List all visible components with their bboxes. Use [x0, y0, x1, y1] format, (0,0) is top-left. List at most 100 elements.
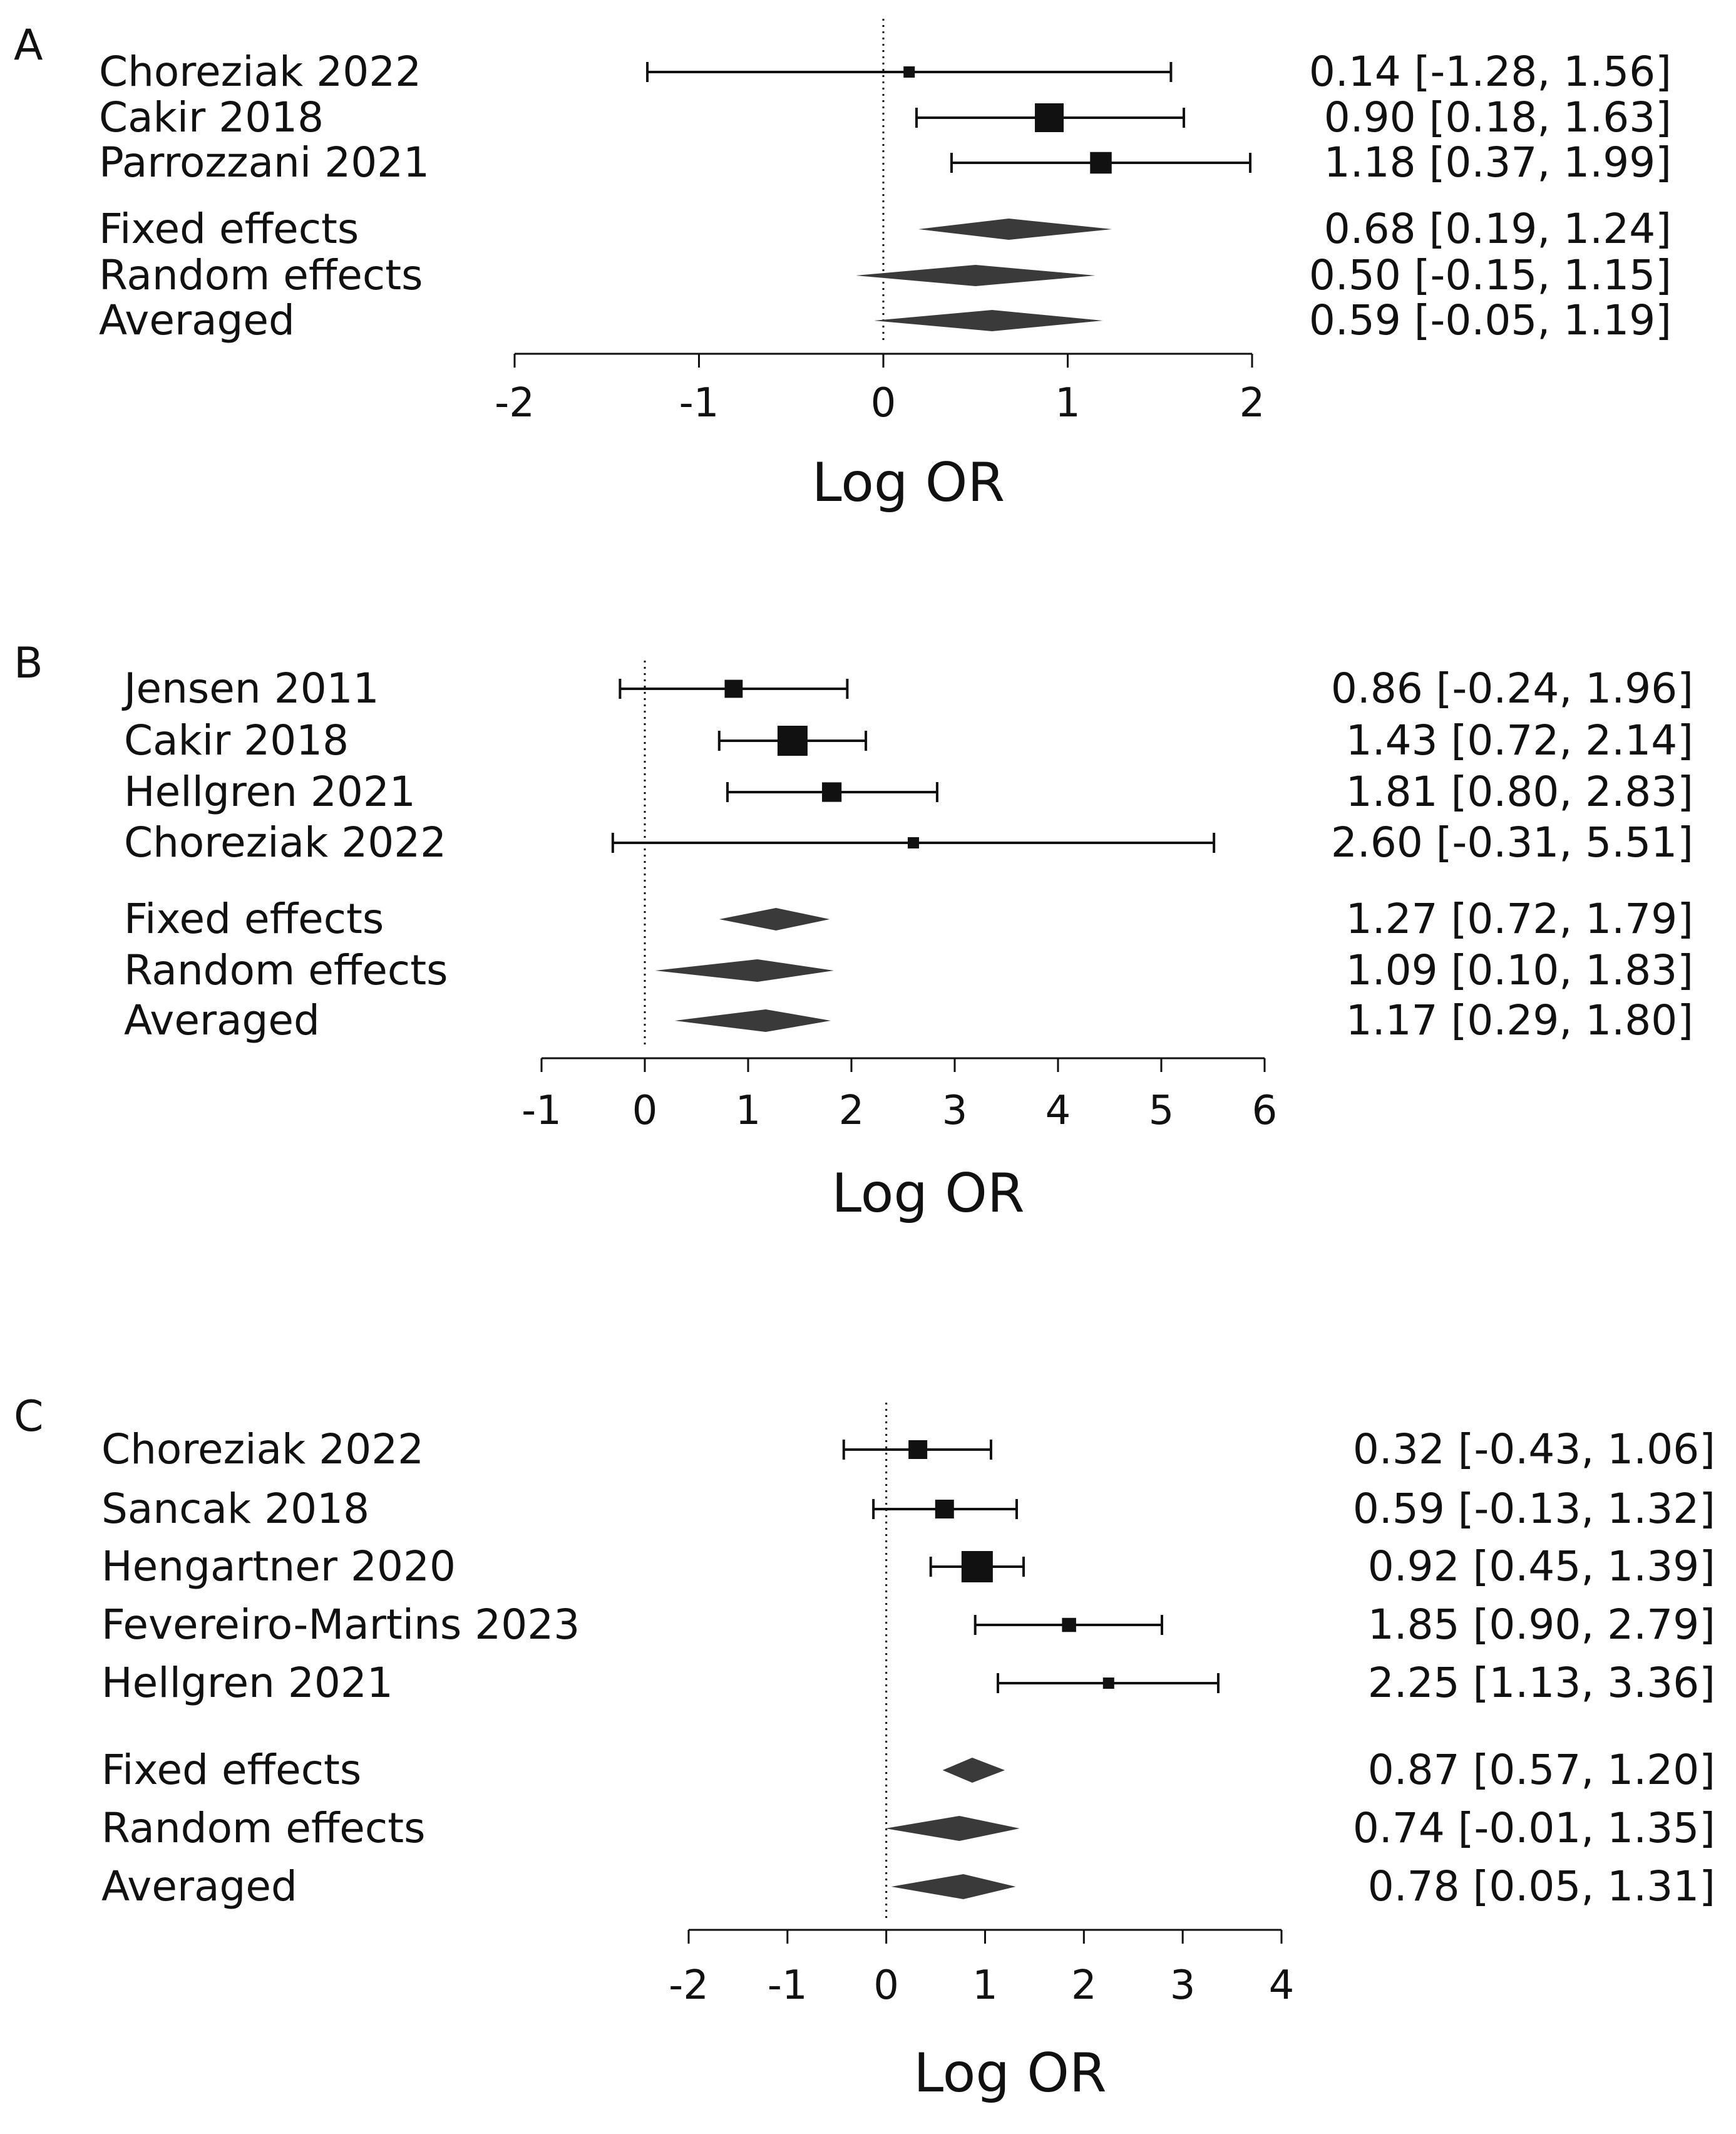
panel-label: B [14, 639, 43, 688]
summary-row: Fixed effects 0.68 [0.19, 1.24] [99, 205, 1672, 253]
study-row: Choreziak 2022 0.14 [-1.28, 1.56] [99, 48, 1672, 96]
point-estimate-square [908, 1440, 928, 1459]
study-name: Cakir 2018 [124, 716, 349, 765]
effect-size-label: 2.25 [1.13, 3.36] [1368, 1659, 1715, 1707]
x-tick-label: -2 [669, 1962, 709, 2009]
x-tick-label: 2 [839, 1088, 865, 1134]
summary-effect-label: 0.59 [-0.05, 1.19] [1309, 296, 1672, 344]
effect-size-label: 1.85 [0.90, 2.79] [1368, 1600, 1715, 1649]
study-row: Jensen 2011 0.86 [-0.24, 1.96] [121, 664, 1693, 713]
point-estimate-square [1062, 1617, 1076, 1632]
summary-row: Random effects 0.74 [-0.01, 1.35] [101, 1804, 1715, 1852]
point-estimate-square [961, 1551, 993, 1582]
effect-size-label: 1.43 [0.72, 2.14] [1346, 716, 1693, 765]
point-estimate-square [903, 66, 915, 78]
summary-row: Random effects 1.09 [0.10, 1.83] [124, 946, 1693, 994]
x-tick-label: 6 [1252, 1088, 1278, 1134]
summary-row: Averaged 0.78 [0.05, 1.31] [101, 1862, 1715, 1910]
summary-effect-label: 0.50 [-0.15, 1.15] [1309, 251, 1672, 299]
summary-effect-label: 1.09 [0.10, 1.83] [1346, 946, 1693, 994]
study-name: Jensen 2011 [121, 664, 379, 713]
effect-size-label: 1.81 [0.80, 2.83] [1346, 768, 1693, 816]
point-estimate-square [822, 782, 842, 802]
summary-diamond [855, 265, 1096, 286]
point-estimate-square [1035, 103, 1064, 132]
summary-row: Fixed effects 0.87 [0.57, 1.20] [101, 1746, 1715, 1794]
summary-name: Random effects [101, 1804, 425, 1852]
point-estimate-square [1102, 1678, 1114, 1689]
study-name: Sancak 2018 [101, 1485, 369, 1533]
x-tick-label: 0 [873, 1962, 899, 2009]
forest-panel-a: A Choreziak 2022 0.14 [-1.28, 1.56]Cakir 2… [14, 19, 1672, 514]
study-row: Cakir 2018 1.43 [0.72, 2.14] [124, 716, 1693, 765]
point-estimate-square [777, 726, 808, 756]
x-tick-label: 1 [736, 1088, 761, 1134]
study-name: Choreziak 2022 [99, 48, 421, 96]
x-tick-label: 4 [1045, 1088, 1071, 1134]
x-tick-label: -1 [521, 1088, 562, 1134]
summary-row: Averaged 1.17 [0.29, 1.80] [124, 996, 1693, 1044]
point-estimate-square [1090, 152, 1112, 174]
summary-effect-label: 1.17 [0.29, 1.80] [1346, 996, 1693, 1044]
panel-label: C [14, 1392, 43, 1441]
study-row: Fevereiro-Martins 2023 1.85 [0.90, 2.79] [101, 1600, 1715, 1649]
summary-row: Random effects 0.50 [-0.15, 1.15] [99, 251, 1672, 299]
x-tick-label: -2 [495, 380, 535, 426]
study-name: Hellgren 2021 [124, 768, 416, 816]
x-tick-label: 0 [871, 380, 896, 426]
study-row: Choreziak 2022 0.32 [-0.43, 1.06] [101, 1425, 1715, 1473]
x-tick-label: 2 [1240, 380, 1265, 426]
x-tick-label: -1 [768, 1962, 808, 2009]
summary-name: Averaged [101, 1862, 297, 1910]
summary-name: Fixed effects [124, 895, 384, 943]
x-tick-label: 3 [942, 1088, 968, 1134]
summary-name: Fixed effects [99, 205, 359, 253]
x-axis: -1 0 1 2 3 4 5 6 Log OR [521, 1057, 1278, 1225]
summary-name: Random effects [99, 251, 423, 299]
effect-size-label: 2.60 [-0.31, 5.51] [1331, 818, 1693, 867]
x-axis-title: Log OR [913, 2042, 1106, 2105]
x-tick-label: 1 [972, 1962, 998, 2009]
summary-row: Fixed effects 1.27 [0.72, 1.79] [124, 895, 1693, 943]
summary-diamond [942, 1758, 1005, 1783]
effect-size-label: 0.86 [-0.24, 1.96] [1331, 664, 1693, 713]
study-name: Cakir 2018 [99, 93, 324, 142]
x-tick-label: 3 [1170, 1962, 1196, 2009]
point-estimate-square [935, 1500, 954, 1518]
point-estimate-square [724, 679, 743, 698]
study-name: Hengartner 2020 [101, 1542, 456, 1590]
summary-effect-label: 0.78 [0.05, 1.31] [1368, 1862, 1715, 1910]
point-estimate-square [908, 837, 919, 848]
summary-diamond [918, 219, 1112, 240]
study-name: Fevereiro-Martins 2023 [101, 1600, 580, 1649]
summary-name: Averaged [99, 296, 295, 344]
study-name: Hellgren 2021 [101, 1659, 393, 1707]
x-axis-title: Log OR [812, 451, 1005, 514]
panel-label: A [14, 21, 43, 70]
summary-diamond [719, 908, 830, 930]
summary-effect-label: 1.27 [0.72, 1.79] [1346, 895, 1693, 943]
summary-diamond [674, 1009, 831, 1032]
summary-row: Averaged 0.59 [-0.05, 1.19] [99, 296, 1672, 344]
x-tick-label: 5 [1149, 1088, 1174, 1134]
x-tick-label: 0 [632, 1088, 658, 1134]
effect-size-label: 0.92 [0.45, 1.39] [1368, 1542, 1715, 1590]
summary-diamond [874, 310, 1103, 331]
study-row: Hellgren 2021 1.81 [0.80, 2.83] [124, 768, 1693, 816]
x-axis: -2 -1 0 1 2 3 4 Log OR [669, 1929, 1294, 2105]
x-tick-label: 2 [1071, 1962, 1097, 2009]
study-row: Parrozzani 2021 1.18 [0.37, 1.99] [99, 138, 1672, 187]
summary-name: Averaged [124, 996, 320, 1044]
effect-size-label: 0.59 [-0.13, 1.32] [1353, 1485, 1715, 1533]
summary-diamond [891, 1874, 1016, 1899]
study-row: Choreziak 2022 2.60 [-0.31, 5.51] [124, 818, 1693, 867]
x-axis-title: Log OR [831, 1162, 1024, 1225]
effect-size-label: 0.90 [0.18, 1.63] [1324, 93, 1672, 142]
summary-diamond [655, 959, 834, 982]
study-name: Parrozzani 2021 [99, 138, 429, 187]
x-tick-label: 1 [1055, 380, 1081, 426]
summary-diamond [885, 1816, 1020, 1841]
study-row: Cakir 2018 0.90 [0.18, 1.63] [99, 93, 1672, 142]
x-tick-label: -1 [679, 380, 719, 426]
